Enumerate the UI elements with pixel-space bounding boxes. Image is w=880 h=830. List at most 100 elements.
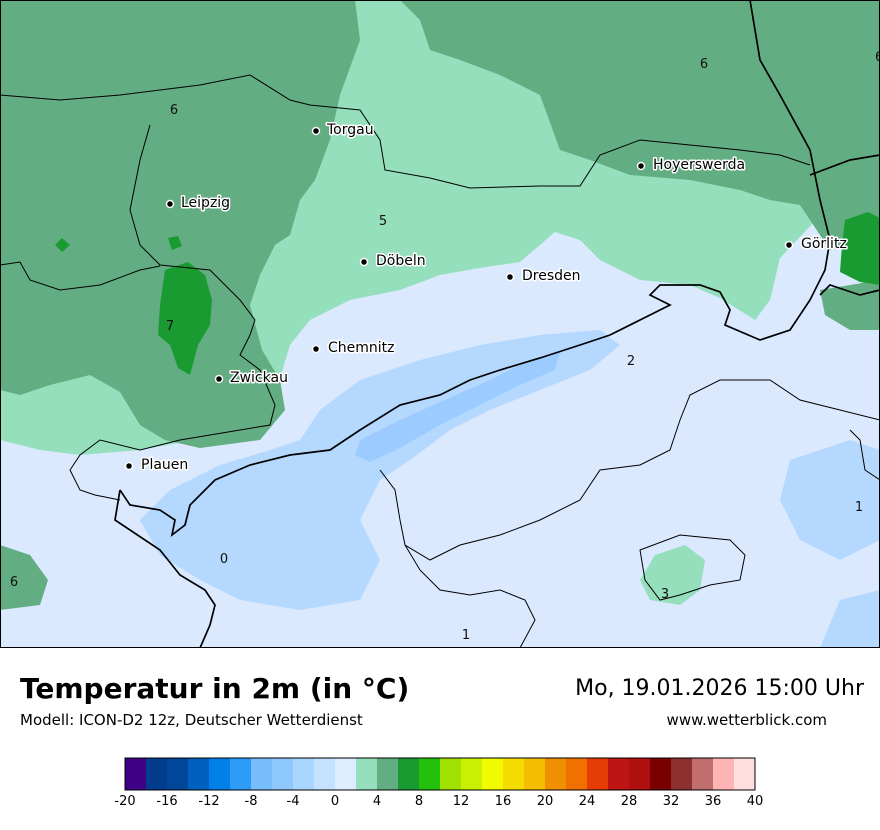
border-poland-2 [819,284,880,296]
legend-tick-label: 4 [373,794,381,809]
map-title: Temperatur in 2m (in °C) [20,672,410,705]
legend-swatch [461,758,483,790]
legend-ticks: -20 -16 -12 -8 -4 0 4 8 12 16 20 24 28 32 36 40 [114,794,763,809]
zone-minus4-minus2 [355,352,560,462]
forecast-datetime: Mo, 19.01.2026 15:00 Uhr [575,676,864,701]
legend-swatch [587,758,609,790]
city-torgau: Torgau [311,121,375,140]
legend-swatch [419,758,441,790]
city-chemnitz: Chemnitz [311,339,396,358]
legend-tick-label: -8 [245,794,258,809]
legend-tick-label: 40 [747,794,764,809]
legend-swatch [671,758,693,790]
legend-tick-label: 0 [331,794,339,809]
temperature-map: Torgau Hoyerswerda Leipzig Görlitz Döbel… [0,0,880,648]
legend-tick-label: 24 [579,794,596,809]
website-link[interactable]: www.wetterblick.com [666,711,827,729]
zone-6-8-small [55,238,70,252]
legend-swatch [167,758,189,790]
isotherm-label: 6 [700,57,708,72]
isotherm-label: 6 [10,575,18,590]
legend-swatch [314,758,336,790]
legend-swatch [251,758,273,790]
city-label-plauen: Plauen [141,457,188,473]
legend-swatch [629,758,651,790]
model-info: Modell: ICON-D2 12z, Deutscher Wetterdie… [20,711,363,729]
isotherm-label: 6 [875,50,880,65]
zone-4-6-east [820,280,880,330]
city-label-goerlitz: Görlitz [801,236,847,252]
color-legend: -20 -16 -12 -8 -4 0 4 8 12 16 20 24 28 32 36 40 [114,757,763,809]
legend-swatch [692,758,714,790]
legend-swatch [545,758,567,790]
legend-tick-label: 12 [453,794,470,809]
city-label-doebeln: Döbeln [376,253,426,269]
city-label-zwickau: Zwickau [230,370,288,386]
legend-swatch [377,758,399,790]
legend-swatch [146,758,168,790]
city-zwickau: Zwickau [214,369,289,388]
legend-swatch [566,758,588,790]
city-hoyerswerda: Hoyerswerda [636,156,747,175]
isotherm-label: 2 [627,354,635,369]
zone-4-6-northeast [400,0,880,250]
zone-minus2-0-se [820,590,880,648]
isotherm-label: 6 [170,103,178,118]
zone-4-6-northwest [0,0,360,448]
legend-tick-label: -4 [287,794,300,809]
legend-tick-label: -16 [156,794,177,809]
isotherm-labels: 6 6 6 5 7 2 1 0 6 3 1 [10,50,880,643]
legend-tick-label: 36 [705,794,722,809]
border-thuringia [0,261,161,291]
legend-tick-label: 28 [621,794,638,809]
legend-swatch [503,758,525,790]
city-plauen: Plauen [124,456,190,475]
city-label-dresden: Dresden [522,268,581,284]
legend-tick-label: 16 [495,794,512,809]
zone-4-6-southwest [0,545,48,610]
city-label-torgau: Torgau [326,122,374,138]
legend-swatch [524,758,546,790]
legend-swatch [482,758,504,790]
legend-swatch [272,758,294,790]
legend-frame [124,757,756,791]
legend-swatch [608,758,630,790]
legend-swatch [230,758,252,790]
legend-swatch [398,758,420,790]
legend-swatch [209,758,231,790]
isotherm-label: 1 [462,628,470,643]
legend-swatches [125,758,756,790]
isotherm-label: 5 [379,214,387,229]
isotherm-label: 3 [661,587,669,602]
borders [0,0,880,648]
legend-swatch [650,758,672,790]
legend-swatch [188,758,210,790]
zone-2-4-south [640,545,705,605]
city-label-leipzig: Leipzig [181,195,230,211]
city-doebeln: Döbeln [359,252,427,271]
legend-tick-label: 32 [663,794,680,809]
legend-swatch [356,758,378,790]
zone-6-8-leipzig [158,262,212,375]
legend-swatch [713,758,735,790]
border-saxony-north [0,74,811,189]
legend-swatch [335,758,357,790]
legend-tick-label: 8 [415,794,423,809]
isotherm-label: 0 [220,552,228,567]
border-czech-regions-2 [404,544,536,648]
zone-6-8-small-2 [168,236,182,250]
isotherm-label: 7 [166,319,174,334]
border-czech-regions-3 [639,534,746,601]
zone-minus2-0-east [780,440,880,560]
legend-swatch [293,758,315,790]
border-saxony-west [69,124,276,501]
city-dresden: Dresden [505,267,582,286]
legend-tick-label: -20 [114,794,135,809]
isotherm-label: 1 [855,500,863,515]
legend-tick-label: -12 [198,794,219,809]
border-czech-regions-4 [849,429,880,481]
legend-swatch [440,758,462,790]
city-label-hoyerswerda: Hoyerswerda [653,157,745,173]
border-state-czech [119,0,831,538]
border-poland [809,154,880,176]
